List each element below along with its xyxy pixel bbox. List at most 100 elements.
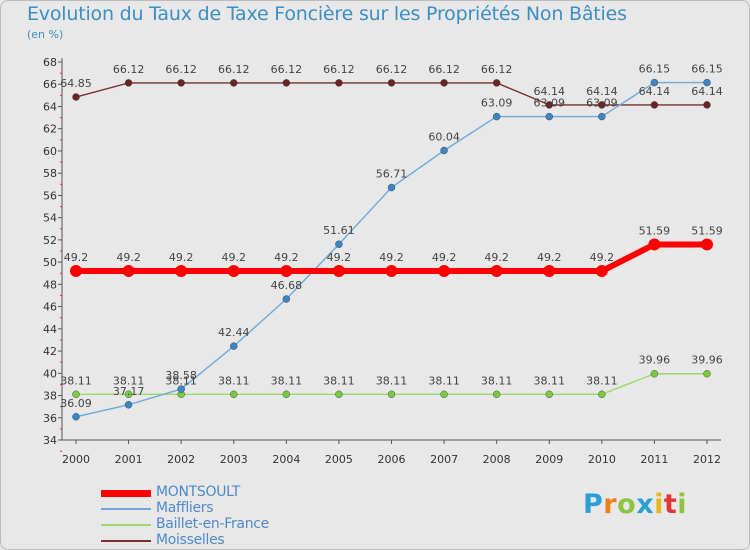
legend-label: MONTSOULT [156, 484, 241, 500]
data-label: 66.12 [481, 63, 513, 76]
data-point [124, 390, 133, 399]
data-label: 64.14 [586, 85, 618, 98]
data-label: 49.2 [64, 251, 89, 264]
data-point [124, 79, 133, 87]
x-tick-label: 2002 [167, 453, 195, 466]
y-tick-label: 60 [43, 145, 57, 158]
data-point [650, 78, 659, 87]
data-point [595, 265, 608, 278]
y-tick-label: 42 [43, 345, 57, 358]
data-point [282, 79, 291, 87]
data-label: 38.11 [165, 374, 197, 387]
data-point [598, 101, 606, 109]
data-label: 38.11 [218, 374, 250, 387]
data-point [492, 112, 501, 121]
data-point [650, 101, 659, 109]
data-point [124, 401, 133, 409]
data-point [492, 79, 501, 87]
x-tick-label: 2006 [378, 453, 406, 466]
data-point [387, 183, 396, 192]
data-label: 38.11 [60, 374, 92, 387]
x-tick-label: 2007 [430, 453, 458, 466]
x-tick-label: 2009 [535, 453, 563, 466]
x-tick-label: 2005 [325, 453, 353, 466]
data-point [703, 370, 711, 378]
data-point [701, 238, 713, 251]
data-point [335, 390, 343, 399]
data-label: 66.12 [218, 63, 250, 76]
data-label: 39.96 [639, 354, 671, 367]
data-point [175, 265, 188, 278]
data-label: 49.2 [484, 251, 509, 264]
data-point [438, 265, 451, 278]
data-label: 64.85 [60, 77, 92, 90]
data-label: 38.11 [113, 374, 145, 387]
data-point [282, 295, 291, 303]
legend: MONTSOULT Maffliers Baillet-en-France Moiss… [101, 484, 361, 549]
data-labels: 49.2 49.2 49.2 49.2 49.2 49.2 49.2 49.2 49.2 49.2… [60, 63, 723, 410]
data-label: 51.61 [323, 224, 355, 237]
legend-item: Maffliers [101, 500, 361, 517]
x-tick-label: 2003 [220, 453, 248, 466]
data-point [385, 265, 398, 278]
data-label: 39.96 [691, 354, 723, 367]
y-tick-label: 44 [43, 323, 57, 336]
y-tick-label: 68 [43, 56, 57, 69]
data-label: 49.2 [274, 251, 299, 264]
x-tick-label: 2000 [62, 453, 90, 466]
legend-swatch [101, 489, 151, 497]
data-point [230, 79, 238, 87]
y-tick-label: 54 [43, 212, 57, 225]
data-point [282, 390, 291, 399]
data-point [72, 93, 80, 101]
data-label: 51.59 [691, 224, 723, 237]
data-label: 66.12 [113, 63, 145, 76]
data-label: 49.2 [432, 251, 457, 264]
series-markers [70, 78, 713, 421]
data-label: 38.58 [165, 369, 197, 382]
data-point [545, 101, 553, 109]
data-point [545, 390, 553, 399]
data-point [72, 413, 80, 421]
data-label: 66.12 [376, 63, 408, 76]
data-label: 63.09 [481, 97, 513, 110]
data-label: 51.59 [639, 224, 671, 237]
data-label: 38.11 [428, 374, 460, 387]
series-line-maffliers [75, 81, 708, 418]
data-point [280, 265, 293, 278]
data-point [387, 79, 396, 87]
logo-text: Proxiti [583, 489, 688, 520]
axes: 34 36 38 40 42 44 46 48 50 52 54 56 58 60 62 64 66 68 2000… [43, 56, 721, 466]
data-point [177, 385, 185, 393]
data-point [332, 265, 345, 278]
y-tick-label: 38 [43, 390, 57, 403]
data-label: 66.12 [271, 63, 303, 76]
x-tick-label: 2008 [483, 453, 511, 466]
data-label: 64.14 [691, 85, 723, 98]
data-point [70, 265, 82, 278]
y-tick-label: 64 [43, 100, 57, 113]
data-point [230, 342, 238, 350]
y-tick-label: 58 [43, 167, 57, 180]
y-tick-label: 40 [43, 367, 57, 380]
series-lines [73, 81, 710, 418]
data-point [598, 390, 606, 399]
data-label: 36.09 [60, 397, 92, 410]
data-label: 38.11 [376, 374, 408, 387]
legend-label: Maffliers [156, 500, 214, 516]
data-point [703, 78, 711, 87]
y-tick-label: 66 [43, 78, 57, 91]
data-point [227, 265, 240, 278]
x-tick-label: 2010 [588, 453, 616, 466]
x-tick-label: 2001 [115, 453, 143, 466]
data-label: 66.12 [323, 63, 355, 76]
data-point [72, 390, 80, 399]
data-label: 60.04 [428, 130, 460, 143]
data-point [440, 79, 448, 87]
data-label: 66.12 [428, 63, 460, 76]
data-point [703, 101, 711, 109]
x-tick-label: 2012 [693, 453, 721, 466]
data-label: 49.2 [222, 251, 247, 264]
data-label: 38.11 [323, 374, 355, 387]
data-label: 38.11 [534, 374, 566, 387]
